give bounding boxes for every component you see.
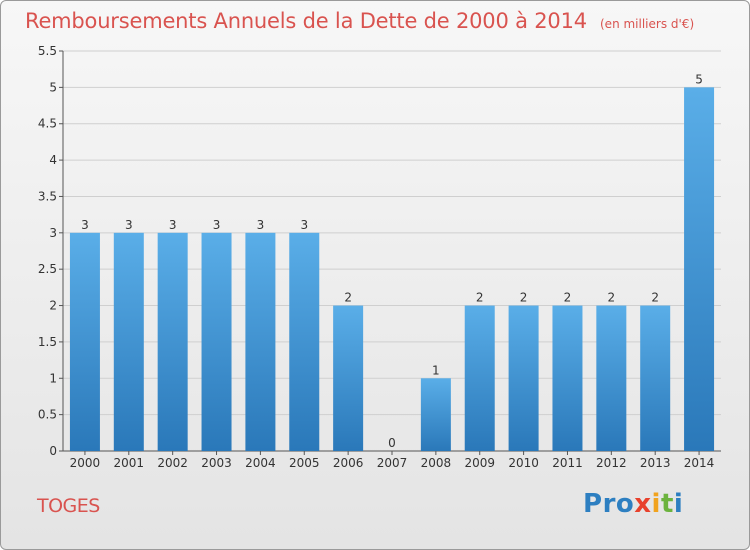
bar (69, 232, 100, 451)
bar (596, 305, 627, 451)
data-label: 3 (300, 218, 308, 232)
data-label: 2 (344, 291, 352, 305)
y-tick-label: 5.5 (38, 44, 57, 58)
x-tick-label: 2001 (114, 456, 145, 470)
data-label: 2 (564, 291, 572, 305)
x-tick-label: 2014 (684, 456, 715, 470)
data-label: 5 (695, 72, 703, 86)
chart-subtitle: (en milliers d'€) (600, 17, 695, 31)
logo-letter: x (634, 489, 652, 519)
x-tick-label: 2004 (245, 456, 276, 470)
data-label: 3 (125, 218, 133, 232)
x-tick-label: 2002 (157, 456, 188, 470)
logo-letter: o (615, 489, 635, 519)
x-tick-label: 2006 (333, 456, 364, 470)
y-tick-label: 0 (49, 444, 57, 458)
x-tick-label: 2009 (464, 456, 495, 470)
x-tick-label: 2011 (552, 456, 583, 470)
y-tick-label: 2 (49, 299, 57, 313)
y-tick-label: 1.5 (38, 335, 57, 349)
bar (113, 232, 144, 451)
x-tick-label: 2008 (421, 456, 452, 470)
bar (508, 305, 539, 451)
logo-letter: P (583, 489, 603, 519)
bar (464, 305, 495, 451)
bar (201, 232, 232, 451)
data-label: 1 (432, 363, 440, 377)
data-label: 3 (213, 218, 221, 232)
x-tick-label: 2012 (596, 456, 627, 470)
y-tick-label: 3 (49, 226, 57, 240)
bar (420, 378, 451, 451)
data-label: 2 (608, 291, 616, 305)
proxiti-logo: Proxiti (583, 489, 683, 519)
y-tick-label: 5 (49, 80, 57, 94)
y-tick-label: 1 (49, 371, 57, 385)
data-label: 3 (257, 218, 265, 232)
title-block: Remboursements Annuels de la Dette de 20… (25, 9, 694, 33)
y-tick-label: 0.5 (38, 408, 57, 422)
bar (289, 232, 320, 451)
logo-letter: t (660, 489, 674, 519)
x-tick-label: 2013 (640, 456, 671, 470)
x-tick-label: 2000 (70, 456, 101, 470)
logo-letter: i (673, 489, 684, 519)
bar (245, 232, 276, 451)
bar (684, 87, 715, 451)
x-tick-label: 2003 (201, 456, 232, 470)
data-label: 0 (388, 436, 396, 450)
y-tick-label: 4 (49, 153, 57, 167)
bar (333, 305, 364, 451)
chart-title: Remboursements Annuels de la Dette de 20… (25, 9, 587, 33)
data-label: 2 (651, 291, 659, 305)
commune-name: TOGES (37, 495, 100, 517)
bar (552, 305, 583, 451)
logo-letter: r (602, 489, 616, 519)
data-label: 3 (169, 218, 177, 232)
y-tick-label: 2.5 (38, 262, 57, 276)
y-tick-label: 3.5 (38, 189, 57, 203)
logo-letter: i (651, 489, 661, 519)
data-label: 2 (476, 291, 484, 305)
data-label: 3 (81, 218, 89, 232)
bar (157, 232, 188, 451)
data-label: 2 (520, 291, 528, 305)
x-tick-label: 2010 (508, 456, 539, 470)
y-tick-label: 4.5 (38, 117, 57, 131)
x-tick-label: 2005 (289, 456, 320, 470)
x-tick-label: 2007 (377, 456, 408, 470)
bar (640, 305, 671, 451)
